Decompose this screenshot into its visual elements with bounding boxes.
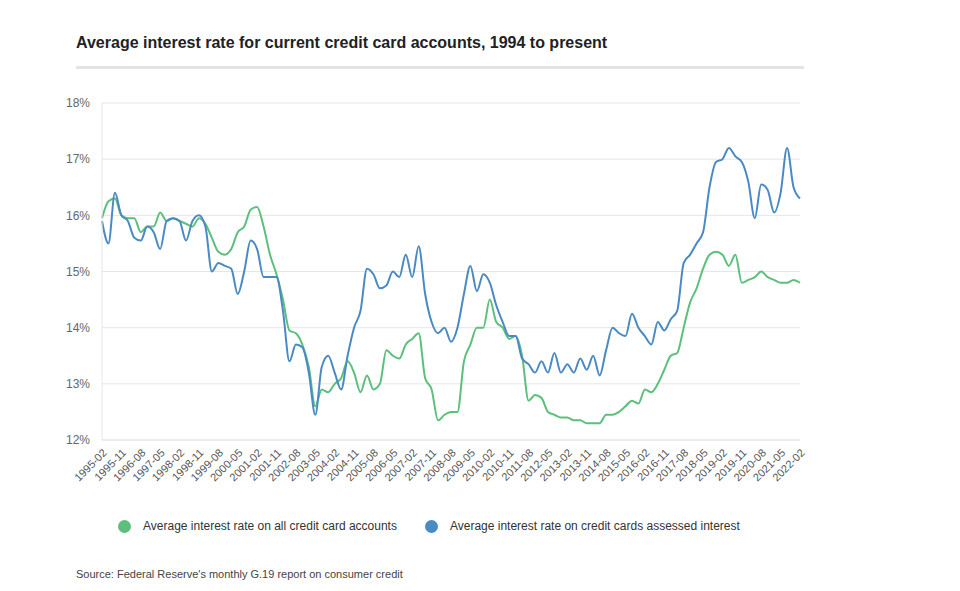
svg-text:18%: 18%	[66, 96, 90, 110]
html-text:Average interest rate for curr: Average interest rate for current credit…	[76, 34, 608, 51]
svg-text:1995-02: 1995-02	[71, 446, 109, 484]
svg-text:2004-02: 2004-02	[304, 446, 342, 484]
svg-text:15%: 15%	[66, 265, 90, 279]
svg-text:2016-02: 2016-02	[614, 446, 652, 484]
svg-text:2021-05: 2021-05	[750, 446, 788, 484]
svg-text:2007-11: 2007-11	[402, 446, 439, 483]
svg-text:2006-05: 2006-05	[362, 446, 400, 484]
svg-text:2019-02: 2019-02	[692, 446, 730, 484]
svg-text:2019-11: 2019-11	[712, 446, 749, 483]
svg-text:16%: 16%	[66, 209, 90, 223]
svg-text:2003-05: 2003-05	[285, 446, 323, 484]
svg-text:2001-02: 2001-02	[227, 446, 264, 484]
svg-text:1999-08: 1999-08	[188, 446, 226, 484]
svg-text:2014-08: 2014-08	[576, 446, 613, 484]
svg-text:2013-11: 2013-11	[557, 446, 594, 483]
svg-text:2013-02: 2013-02	[537, 446, 575, 484]
svg-text:2022-02: 2022-02	[770, 446, 807, 483]
svg-text:13%: 13%	[66, 377, 90, 391]
svg-text:2015-05: 2015-05	[595, 446, 633, 484]
html-text:Average interest rate on all c: Average interest rate on all credit card…	[143, 519, 397, 533]
svg-text:2017-08: 2017-08	[653, 446, 691, 484]
svg-text:2016-11: 2016-11	[634, 446, 672, 483]
svg-text:1997-05: 1997-05	[130, 446, 168, 484]
svg-text:17%: 17%	[66, 152, 90, 166]
html-text:Average interest rate on credi: Average interest rate on credit cards as…	[449, 519, 740, 533]
svg-text:2008-08: 2008-08	[420, 446, 458, 484]
svg-text:2002-08: 2002-08	[265, 446, 303, 484]
svg-text:2020-08: 2020-08	[731, 446, 769, 484]
svg-text:2007-02: 2007-02	[382, 446, 420, 484]
svg-text:2009-05: 2009-05	[440, 446, 478, 484]
svg-text:2000-05: 2000-05	[207, 446, 245, 484]
svg-text:2010-11: 2010-11	[479, 446, 517, 483]
svg-text:14%: 14%	[66, 321, 90, 335]
svg-text:1996-08: 1996-08	[110, 446, 148, 484]
html-text:Source: Federal Reserve's mont: Source: Federal Reserve's monthly G.19 r…	[76, 568, 403, 580]
svg-text:2018-05: 2018-05	[673, 446, 710, 484]
svg-text:2012-05: 2012-05	[517, 446, 555, 484]
svg-text:1998-11: 1998-11	[169, 446, 206, 483]
svg-text:2005-08: 2005-08	[343, 446, 381, 484]
svg-text:12%: 12%	[66, 433, 90, 447]
svg-text:2001-11: 2001-11	[247, 446, 284, 483]
svg-text:2004-11: 2004-11	[324, 446, 361, 483]
svg-text:2010-02: 2010-02	[459, 446, 497, 484]
svg-text:1998-02: 1998-02	[149, 446, 187, 484]
svg-text:1995-11: 1995-11	[91, 446, 129, 483]
svg-text:2011-08: 2011-08	[499, 446, 536, 483]
